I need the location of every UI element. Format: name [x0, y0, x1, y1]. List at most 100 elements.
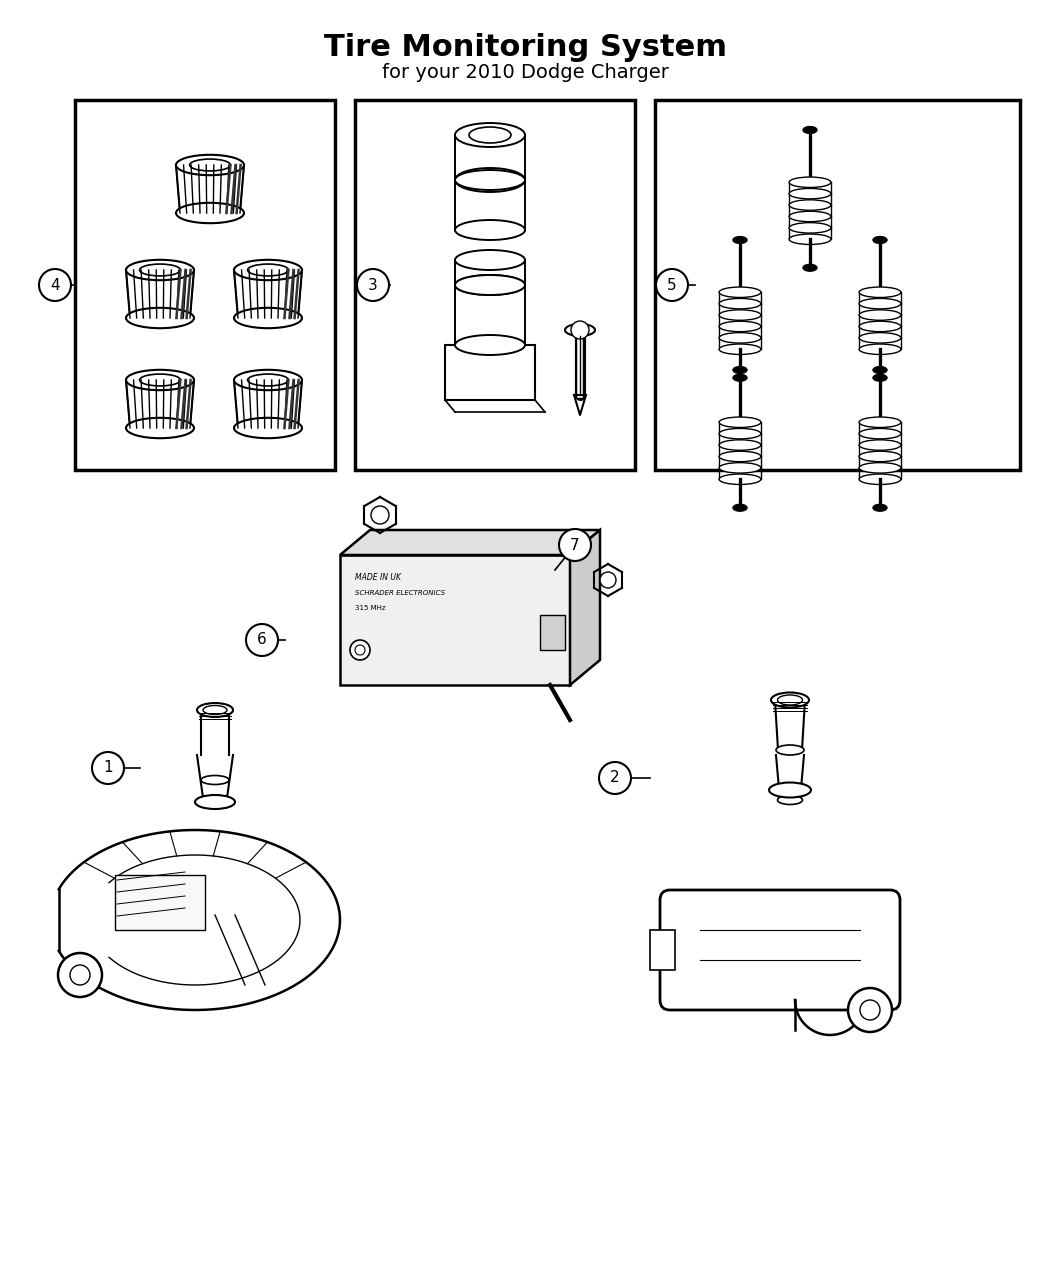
Ellipse shape: [719, 333, 761, 343]
Text: 315 MHz: 315 MHz: [355, 606, 385, 611]
Ellipse shape: [719, 451, 761, 462]
Text: 5: 5: [667, 278, 677, 292]
Ellipse shape: [859, 344, 901, 354]
Ellipse shape: [719, 310, 761, 320]
Ellipse shape: [719, 463, 761, 473]
Ellipse shape: [859, 333, 901, 343]
Ellipse shape: [565, 324, 595, 337]
Ellipse shape: [859, 417, 901, 427]
Ellipse shape: [873, 504, 887, 511]
Text: for your 2010 Dodge Charger: for your 2010 Dodge Charger: [381, 62, 669, 82]
Bar: [75, 99, 335, 470]
Ellipse shape: [126, 307, 194, 328]
Ellipse shape: [201, 775, 229, 784]
Text: MADE IN UK: MADE IN UK: [355, 572, 401, 581]
Ellipse shape: [776, 745, 804, 755]
Ellipse shape: [769, 783, 811, 797]
Text: 4: 4: [50, 278, 60, 292]
Ellipse shape: [719, 417, 761, 427]
Text: Tire Monitoring System: Tire Monitoring System: [323, 33, 727, 62]
Ellipse shape: [126, 370, 194, 390]
Bar: [116, 875, 205, 929]
Ellipse shape: [176, 203, 244, 223]
Polygon shape: [570, 530, 600, 685]
Ellipse shape: [455, 122, 525, 147]
Circle shape: [600, 572, 616, 588]
Ellipse shape: [790, 189, 831, 199]
Circle shape: [371, 506, 388, 524]
Ellipse shape: [719, 428, 761, 439]
Circle shape: [58, 952, 102, 997]
Ellipse shape: [873, 366, 887, 374]
Ellipse shape: [455, 170, 525, 190]
Ellipse shape: [197, 703, 233, 717]
Ellipse shape: [790, 200, 831, 210]
Circle shape: [559, 529, 591, 561]
Ellipse shape: [455, 275, 525, 295]
Bar: [340, 555, 570, 685]
Ellipse shape: [859, 440, 901, 450]
Ellipse shape: [803, 126, 817, 134]
Ellipse shape: [859, 428, 901, 439]
Ellipse shape: [859, 310, 901, 320]
Text: 2: 2: [610, 770, 620, 785]
Bar: [445, 346, 536, 400]
Ellipse shape: [469, 128, 511, 143]
Text: 3: 3: [369, 278, 378, 292]
Ellipse shape: [790, 177, 831, 187]
Ellipse shape: [455, 250, 525, 270]
Circle shape: [39, 269, 71, 301]
Ellipse shape: [859, 451, 901, 462]
Ellipse shape: [873, 374, 887, 381]
Ellipse shape: [733, 504, 748, 511]
Circle shape: [848, 988, 892, 1031]
Ellipse shape: [790, 223, 831, 233]
Ellipse shape: [234, 418, 302, 439]
Ellipse shape: [859, 474, 901, 484]
Ellipse shape: [455, 275, 525, 295]
Ellipse shape: [733, 374, 748, 381]
Circle shape: [92, 752, 124, 784]
Text: 7: 7: [570, 538, 580, 552]
Ellipse shape: [126, 418, 194, 439]
Ellipse shape: [873, 236, 887, 244]
Text: 1: 1: [103, 760, 112, 775]
Ellipse shape: [790, 235, 831, 245]
Ellipse shape: [777, 796, 802, 805]
Ellipse shape: [719, 298, 761, 309]
FancyBboxPatch shape: [660, 890, 900, 1010]
Ellipse shape: [126, 260, 194, 280]
Circle shape: [656, 269, 688, 301]
Ellipse shape: [719, 440, 761, 450]
Ellipse shape: [455, 221, 525, 240]
Ellipse shape: [859, 321, 901, 332]
Ellipse shape: [234, 260, 302, 280]
Bar: [655, 99, 1020, 470]
Ellipse shape: [719, 321, 761, 332]
Ellipse shape: [719, 287, 761, 297]
Ellipse shape: [455, 168, 525, 193]
Bar: [650, 929, 675, 970]
Polygon shape: [340, 530, 600, 555]
Bar: [355, 99, 635, 470]
Circle shape: [246, 623, 278, 657]
Circle shape: [571, 321, 589, 339]
Ellipse shape: [195, 796, 235, 810]
Ellipse shape: [719, 474, 761, 484]
Ellipse shape: [803, 264, 817, 272]
Ellipse shape: [234, 370, 302, 390]
Ellipse shape: [733, 366, 748, 374]
Ellipse shape: [176, 154, 244, 175]
Bar: [540, 615, 565, 650]
Text: 6: 6: [257, 632, 267, 648]
Circle shape: [598, 762, 631, 794]
Ellipse shape: [859, 463, 901, 473]
Text: SCHRADER ELECTRONICS: SCHRADER ELECTRONICS: [355, 590, 445, 595]
Ellipse shape: [790, 212, 831, 222]
Ellipse shape: [859, 287, 901, 297]
Ellipse shape: [859, 298, 901, 309]
Ellipse shape: [455, 335, 525, 354]
Circle shape: [357, 269, 388, 301]
Ellipse shape: [733, 236, 748, 244]
Ellipse shape: [771, 692, 808, 708]
